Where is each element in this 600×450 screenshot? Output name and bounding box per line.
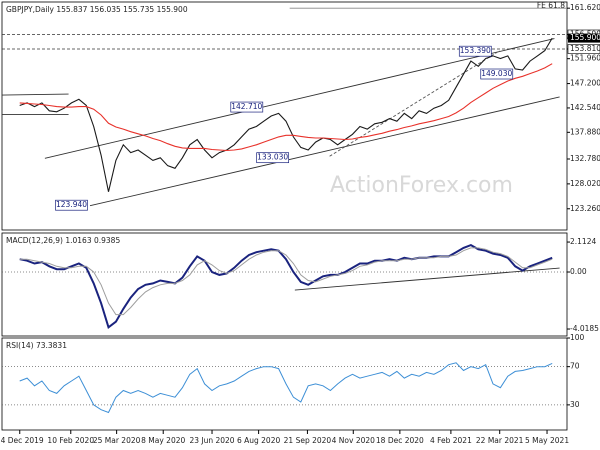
current-price-box xyxy=(568,33,600,43)
y-tick-label: 161.620 xyxy=(570,3,600,12)
annotation-label: 142.710 xyxy=(231,102,262,111)
series-line xyxy=(19,362,553,414)
y-tick-label: 2.1124 xyxy=(570,237,596,246)
watermark: ActionForex.com xyxy=(330,173,513,198)
annotation-label: 133.030 xyxy=(257,153,288,162)
series-line xyxy=(19,243,553,329)
annotation-box xyxy=(458,45,492,57)
annotation-box xyxy=(55,199,88,211)
level-box xyxy=(567,44,600,54)
series-line xyxy=(19,37,553,192)
x-tick-label: 8 May 2020 xyxy=(141,436,185,445)
x-tick-label: 5 May 2021 xyxy=(525,436,569,445)
y-tick-label: 155.900 xyxy=(570,33,600,42)
x-tick-label: 6 Aug 2020 xyxy=(237,436,280,445)
y-tick-label: 128.020 xyxy=(570,179,600,188)
panel-frame xyxy=(1,232,568,337)
x-tick-label: 24 Dec 2019 xyxy=(0,436,44,445)
panel-frame xyxy=(1,337,568,431)
y-tick-label: 123.260 xyxy=(570,204,600,213)
y-tick-label: 153.810 xyxy=(570,44,600,53)
y-tick-label: 147.200 xyxy=(570,79,600,88)
x-tick-label: 23 Jun 2020 xyxy=(189,436,234,445)
series-line xyxy=(19,63,553,152)
annotation-box xyxy=(230,101,264,113)
x-tick-label: 25 Mar 2020 xyxy=(93,436,141,445)
series-line xyxy=(19,247,553,316)
x-tick-label: 18 Dec 2020 xyxy=(376,436,424,445)
trendline xyxy=(329,50,500,157)
y-tick-label: 142.540 xyxy=(570,103,600,112)
annotation-label: 149.030 xyxy=(481,69,512,78)
x-tick-label: 22 Mar 2021 xyxy=(476,436,524,445)
y-tick-label: 100 xyxy=(570,333,585,342)
trendline xyxy=(44,38,555,159)
x-tick-label: 21 Sep 2020 xyxy=(284,436,332,445)
panel-title: GBPJPY,Daily 155.837 156.035 155.735 155… xyxy=(6,5,188,14)
y-tick-label: -4.0185 xyxy=(570,324,599,333)
x-tick-label: 4 Feb 2021 xyxy=(430,436,472,445)
annotation-label: 153.390 xyxy=(460,46,491,55)
annotation-box xyxy=(256,152,290,164)
trendline xyxy=(89,96,560,207)
y-tick-label: 30 xyxy=(570,400,580,409)
panel-frame xyxy=(1,1,568,231)
annotation-label: 123.940 xyxy=(56,200,87,209)
y-tick-label: 137.880 xyxy=(570,127,600,136)
y-tick-label: 151.960 xyxy=(570,54,600,63)
x-tick-label: 4 Nov 2020 xyxy=(332,436,375,445)
panel-title: MACD(12,26,9) 1.0163 0.9385 xyxy=(6,236,120,245)
y-tick-label: 70 xyxy=(570,362,580,371)
trendline xyxy=(1,93,69,96)
fe-label: FE 61.8 xyxy=(537,1,565,10)
panel-title: RSI(14) 73.3831 xyxy=(6,341,67,350)
annotation-box xyxy=(480,68,514,80)
x-tick-label: 10 Feb 2020 xyxy=(47,436,94,445)
y-tick-label: 132.780 xyxy=(570,154,600,163)
trendline xyxy=(294,267,560,291)
y-tick-label: 0.00 xyxy=(570,267,587,276)
